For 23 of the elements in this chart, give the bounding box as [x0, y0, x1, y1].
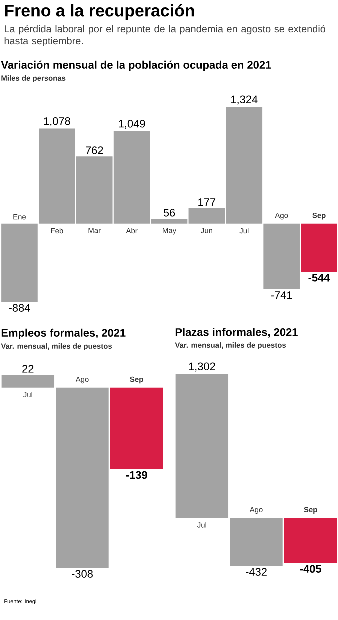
- data-label: 1,324: [232, 96, 258, 105]
- data-label: 1,302: [189, 362, 216, 372]
- data-label: -544: [308, 274, 330, 282]
- bar: [264, 224, 300, 290]
- data-label: -405: [300, 565, 322, 573]
- data-label: 22: [22, 365, 34, 373]
- data-label: 762: [86, 146, 104, 154]
- data-label: -432: [246, 568, 267, 576]
- data-label: -308: [72, 570, 93, 578]
- chart-title: Variación mensual de la población ocupada en 2021: [1, 60, 272, 72]
- data-label: -139: [126, 471, 148, 480]
- chart-title: Plazas informales, 2021: [176, 328, 298, 338]
- text: La pérdida laboral por el repunte de la pandemia en agosto se extendió hasta septiembre.: [4, 25, 326, 47]
- bar: [301, 224, 338, 272]
- data-label: 1,078: [44, 117, 70, 127]
- bar: [2, 224, 38, 302]
- chart-title: Empleos formales, 2021: [2, 328, 126, 340]
- data-label: 1,049: [119, 120, 146, 130]
- text: Freno a la recuperación: [5, 4, 194, 20]
- data-label: 177: [198, 198, 216, 206]
- data-label: -741: [271, 292, 292, 300]
- data-label: -884: [9, 304, 30, 312]
- data-label: 56: [164, 209, 176, 217]
